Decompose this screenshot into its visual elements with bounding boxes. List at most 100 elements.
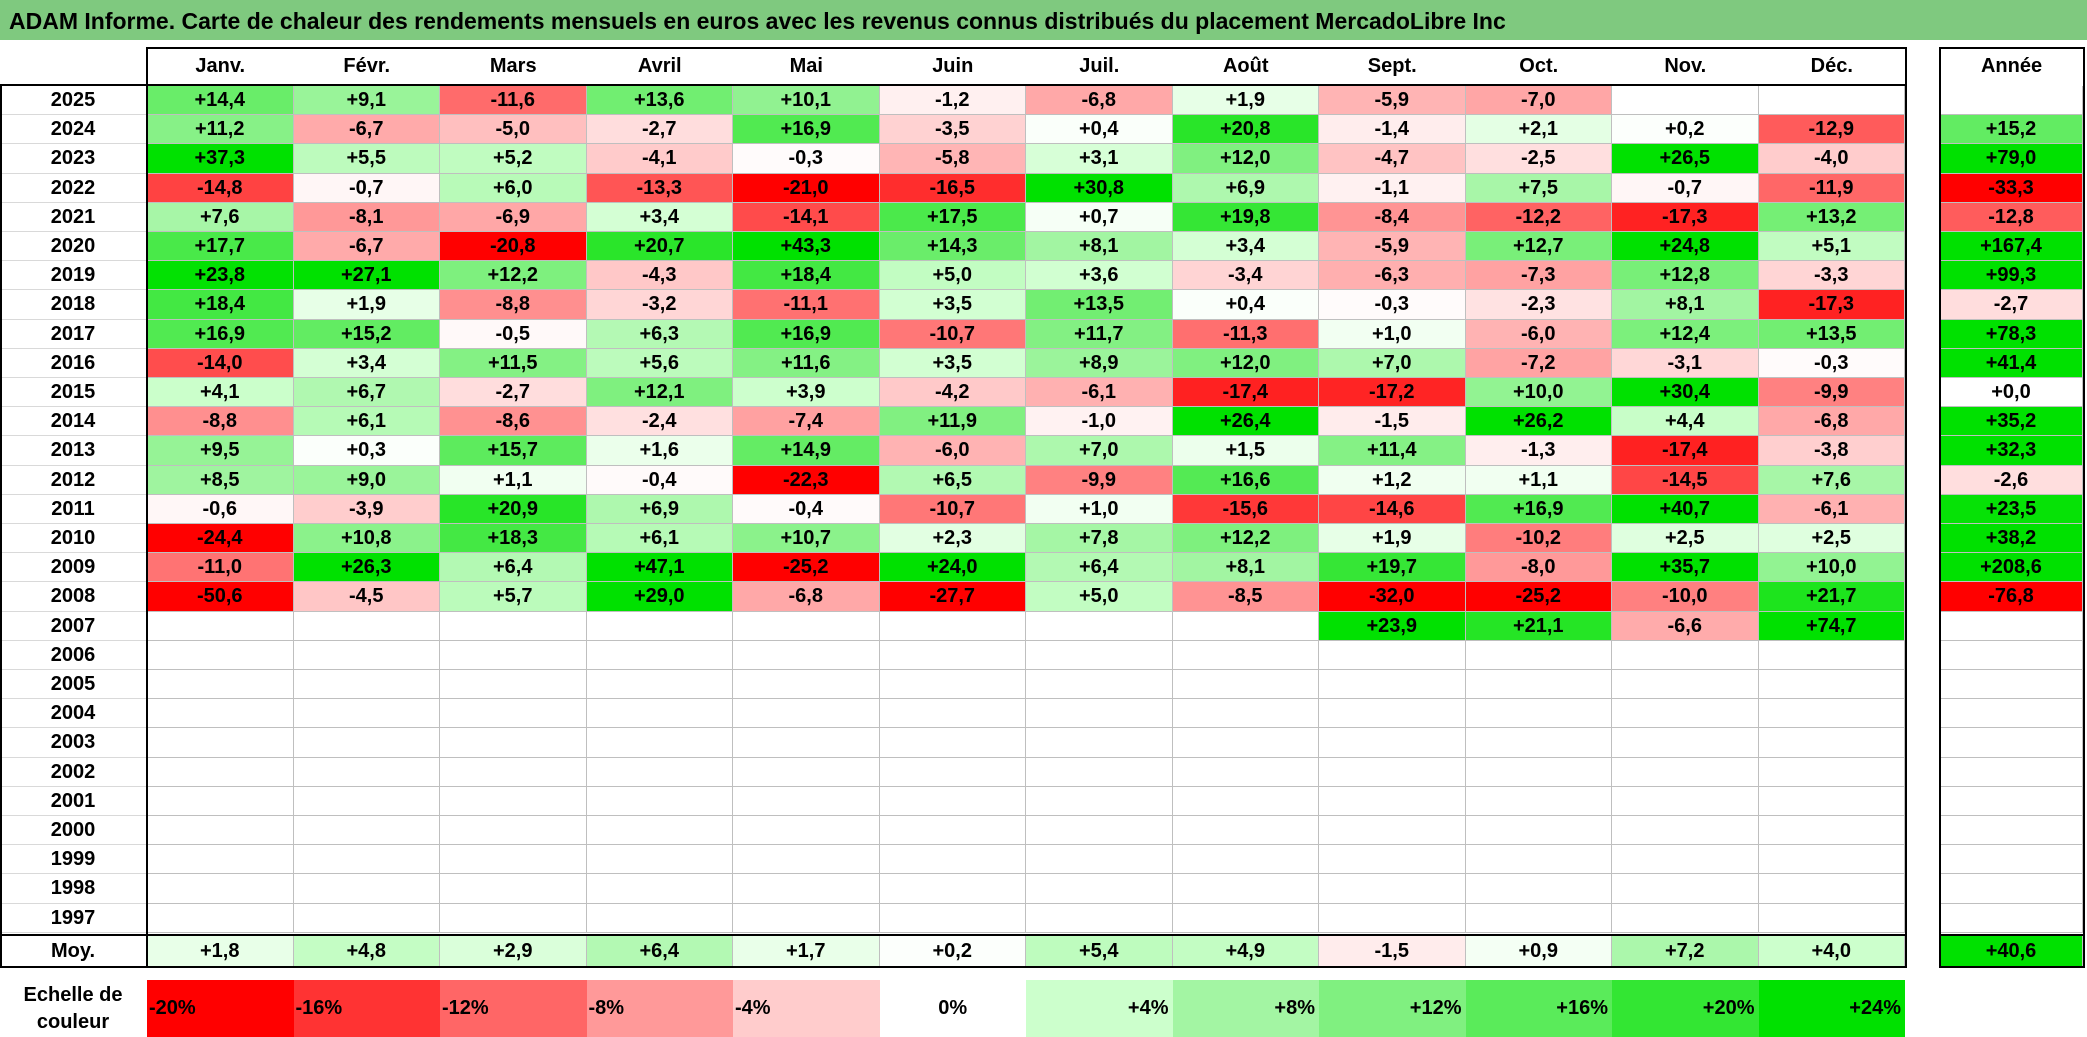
heatmap-cell	[1465, 757, 1612, 787]
heatmap-cell: -5,9	[1319, 86, 1466, 116]
heatmap-cell: +5,6	[586, 348, 733, 378]
heatmap-cell: +24,8	[1612, 232, 1759, 262]
heatmap-cell	[1758, 728, 1905, 758]
heatmap-cell: +12,4	[1612, 319, 1759, 349]
heatmap-cell: +6,5	[879, 465, 1026, 495]
heatmap-cell: -17,4	[1612, 436, 1759, 466]
heatmap-cell	[293, 874, 440, 904]
heatmap-cell: +19,8	[1172, 202, 1319, 232]
heatmap-cell: +23,9	[1319, 611, 1466, 641]
heatmap-cell: +5,7	[440, 582, 587, 612]
heatmap-cell: +8,1	[1612, 290, 1759, 320]
heatmap-cell: +16,9	[733, 319, 880, 349]
heatmap-cell: +10,7	[733, 524, 880, 554]
heatmap-cell: +7,6	[147, 202, 294, 232]
month-header: Déc.	[1810, 55, 1853, 77]
heatmap-cell	[1026, 874, 1173, 904]
heatmap-cell: -8,5	[1172, 582, 1319, 612]
heatmap-cell: +1,9	[1172, 86, 1319, 116]
heatmap-cell: -8,8	[147, 407, 294, 437]
year-label: 1999	[0, 845, 146, 875]
average-cell: +1,7	[733, 935, 880, 967]
heatmap-cell: +37,3	[147, 144, 294, 174]
month-header: Juin	[932, 55, 974, 77]
heatmap-cell	[293, 816, 440, 846]
heatmap-cell: -0,4	[733, 494, 880, 524]
color-scale-step: +4%	[1026, 980, 1173, 1037]
heatmap-cell	[586, 816, 733, 846]
heatmap-cell	[1319, 640, 1466, 670]
heatmap-cell: -8,1	[293, 202, 440, 232]
year-label: 2016	[0, 349, 146, 378]
heatmap-cell: -25,2	[1465, 582, 1612, 612]
heatmap-cell: +11,7	[1026, 319, 1173, 349]
heatmap-cell: +26,2	[1465, 407, 1612, 437]
heatmap-cell: -11,1	[733, 290, 880, 320]
heatmap-cell	[1172, 816, 1319, 846]
heatmap-cell: -11,9	[1758, 173, 1905, 203]
heatmap-cell	[879, 640, 1026, 670]
year-label: 2018	[0, 290, 146, 320]
heatmap-cell	[147, 903, 294, 933]
annual-cell: -76,8	[1940, 582, 2083, 612]
heatmap-cell	[440, 816, 587, 846]
heatmap-cell	[1758, 903, 1905, 933]
heatmap-cell: +9,1	[293, 86, 440, 116]
color-scale-step: +20%	[1612, 980, 1759, 1037]
heatmap-cell: +5,5	[293, 144, 440, 174]
heatmap-cell: +5,0	[879, 261, 1026, 291]
heatmap-cell: +1,6	[586, 436, 733, 466]
heatmap-cell	[586, 757, 733, 787]
heatmap-cell: +43,3	[733, 232, 880, 262]
heatmap-cell	[1026, 640, 1173, 670]
heatmap-cell: +23,8	[147, 261, 294, 291]
heatmap-cell	[1026, 611, 1173, 641]
heatmap-cell: +7,6	[1758, 465, 1905, 495]
heatmap-cell: -2,7	[440, 378, 587, 408]
heatmap-cell: -21,0	[733, 173, 880, 203]
heatmap-cell: +0,3	[293, 436, 440, 466]
year-label: 2003	[0, 728, 146, 758]
color-scale-step: -12%	[440, 980, 587, 1037]
heatmap-cell: -0,7	[293, 173, 440, 203]
heatmap-cell	[1172, 874, 1319, 904]
heatmap-cell: +27,1	[293, 261, 440, 291]
heatmap-cell	[733, 786, 880, 816]
heatmap-cell: -17,4	[1172, 378, 1319, 408]
heatmap-cell: -1,4	[1319, 115, 1466, 145]
heatmap-cell: +12,0	[1172, 348, 1319, 378]
month-header: Nov.	[1664, 55, 1707, 77]
heatmap-cell	[1465, 903, 1612, 933]
heatmap-cell	[1319, 845, 1466, 875]
heatmap-cell: +6,4	[440, 553, 587, 583]
heatmap-cell	[586, 699, 733, 729]
heatmap-cell: -0,6	[147, 494, 294, 524]
color-scale-step: -4%	[733, 980, 880, 1037]
heatmap-cell: +6,9	[586, 494, 733, 524]
heatmap-cell: -22,3	[733, 465, 880, 495]
heatmap-cell: -7,3	[1465, 261, 1612, 291]
heatmap-cell: -13,3	[586, 173, 733, 203]
annual-average-divider	[1940, 934, 2085, 936]
year-label: 2025	[0, 86, 146, 116]
heatmap-cell: -10,7	[879, 319, 1026, 349]
heatmap-cell: +15,2	[293, 319, 440, 349]
year-label: 2006	[0, 641, 146, 670]
heatmap-cell	[879, 816, 1026, 846]
heatmap-cell	[1026, 728, 1173, 758]
heatmap-cell: -6,7	[293, 232, 440, 262]
heatmap-cell	[147, 670, 294, 700]
heatmap-cell	[586, 874, 733, 904]
heatmap-cell: +18,3	[440, 524, 587, 554]
heatmap-cell: -3,8	[1758, 436, 1905, 466]
heatmap-cell	[440, 670, 587, 700]
heatmap-cell: +12,0	[1172, 144, 1319, 174]
heatmap-cell	[733, 816, 880, 846]
heatmap-cell	[1172, 786, 1319, 816]
heatmap-cell: +7,0	[1026, 436, 1173, 466]
heatmap-cell: +3,9	[733, 378, 880, 408]
heatmap-cell: +6,7	[293, 378, 440, 408]
heatmap-cell	[1172, 670, 1319, 700]
year-label: 2021	[0, 203, 146, 232]
heatmap-cell: -10,2	[1465, 524, 1612, 554]
